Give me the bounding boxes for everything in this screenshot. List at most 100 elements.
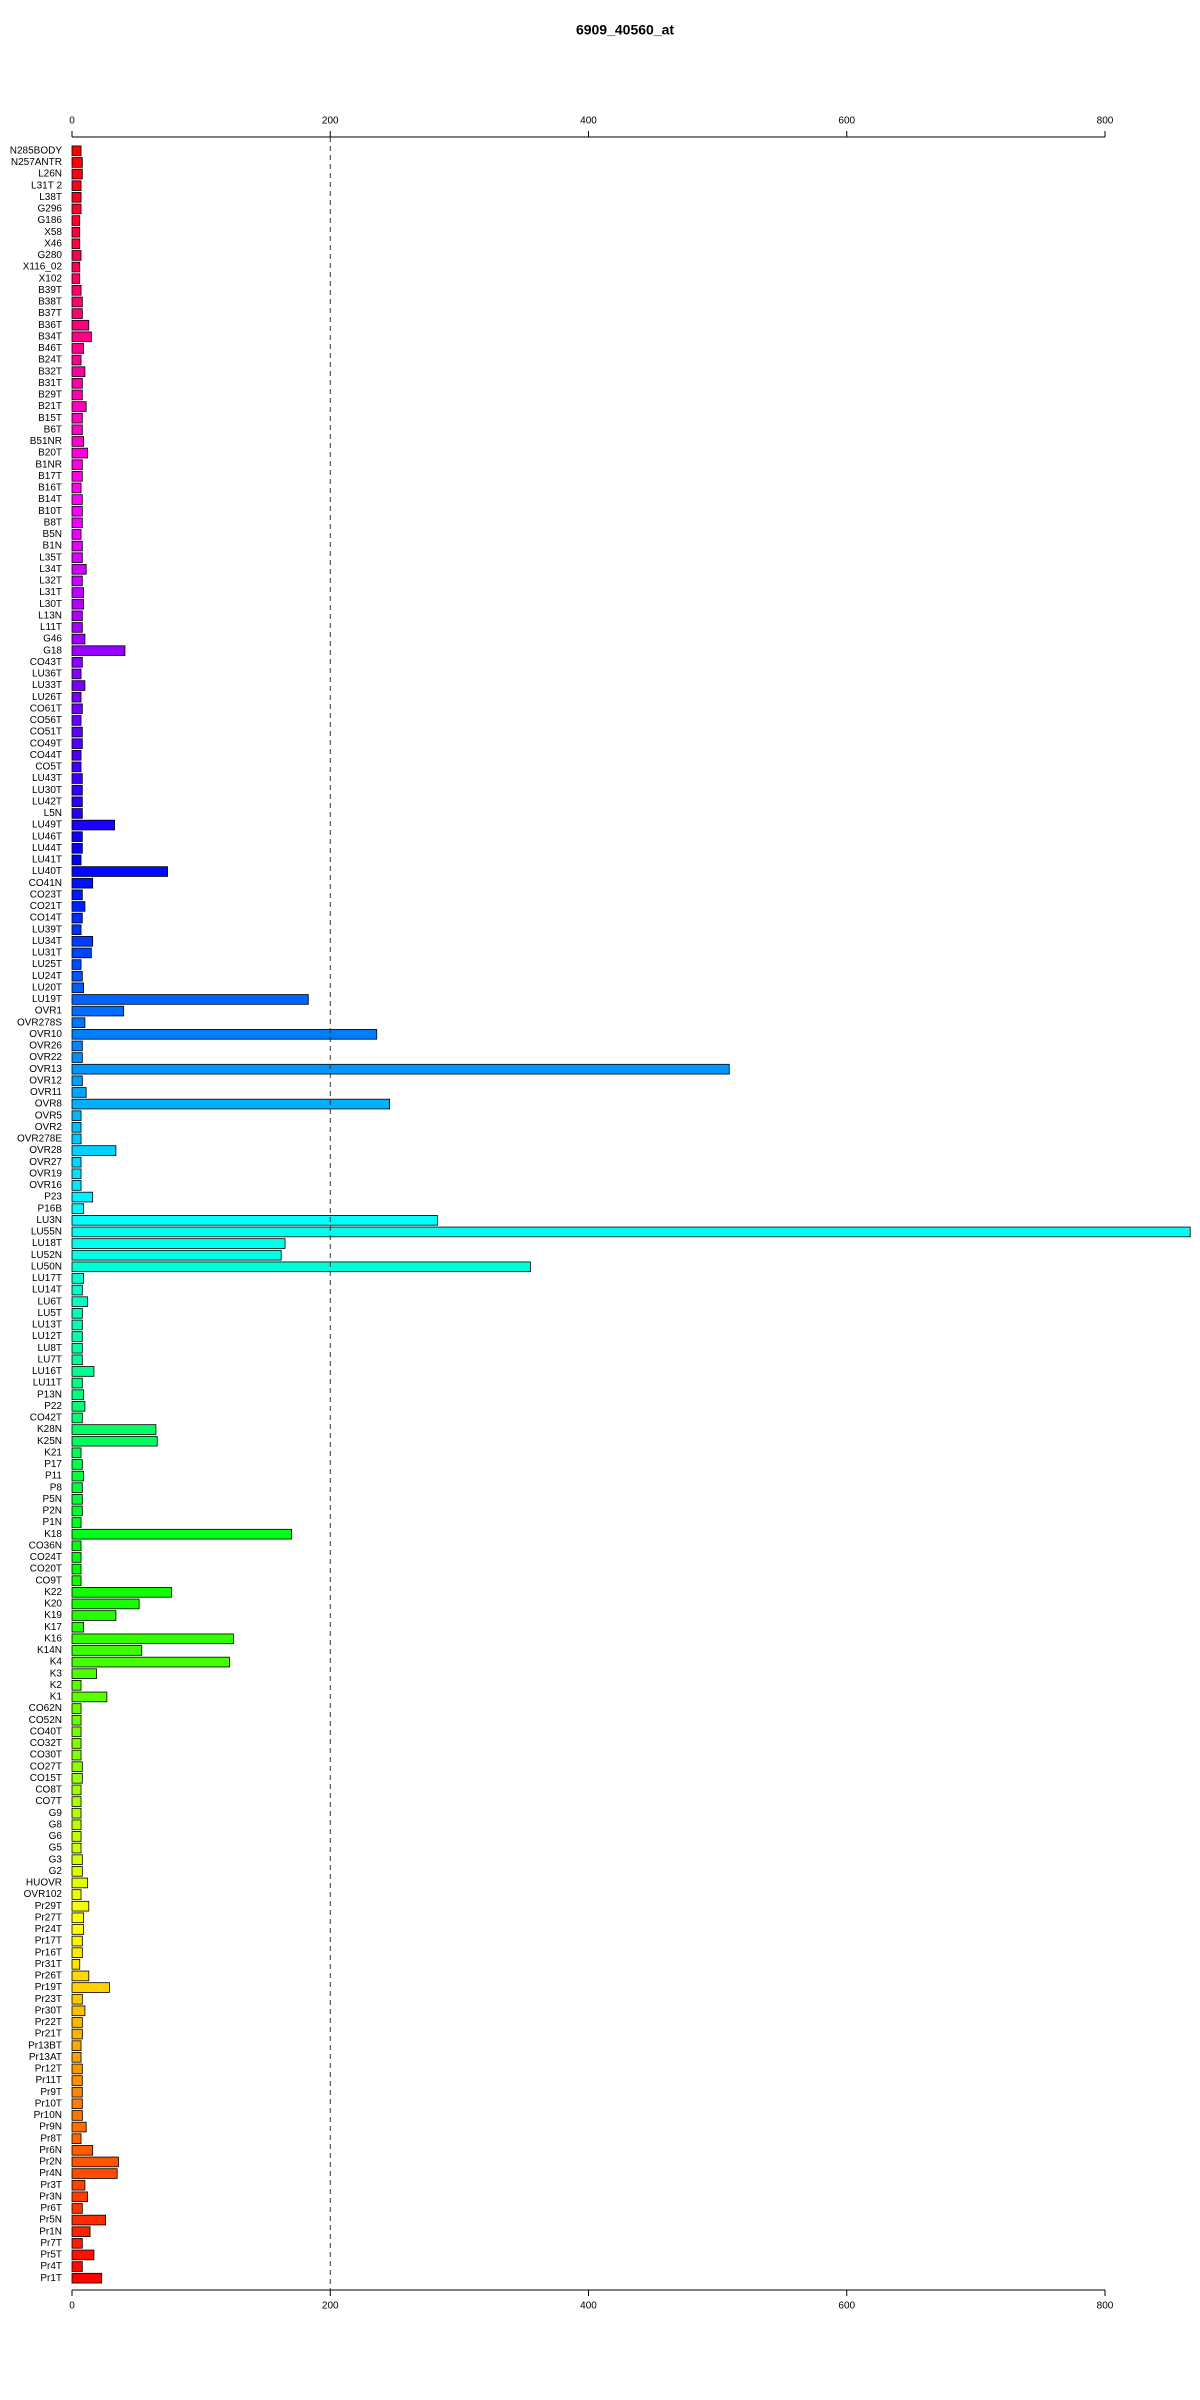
bar xyxy=(71,1215,438,1226)
bar xyxy=(71,517,83,529)
y-tick-label: Pr3N xyxy=(39,2191,62,2202)
bar xyxy=(71,1691,108,1703)
bar xyxy=(71,412,83,424)
bar xyxy=(71,273,81,284)
bar xyxy=(71,610,83,622)
bar xyxy=(71,529,82,540)
y-tick-label: K22 xyxy=(44,1587,62,1598)
y-tick-label: B15T xyxy=(38,413,62,424)
bar xyxy=(71,285,82,296)
y-tick-label: B10T xyxy=(38,506,62,517)
y-tick-label: L31T 2 xyxy=(31,180,62,191)
bar xyxy=(71,1993,83,2005)
bar xyxy=(71,575,83,587)
y-tick-label: B8T xyxy=(44,517,62,528)
y-tick-label: X58 xyxy=(44,227,62,238)
bar xyxy=(71,1656,230,1668)
bar xyxy=(71,1401,86,1412)
x-tick-label: 0 xyxy=(69,2301,75,2312)
bar xyxy=(71,2110,83,2121)
bar xyxy=(71,389,83,401)
bar xyxy=(71,1261,531,1273)
y-tick-label: OVR19 xyxy=(29,1168,62,1179)
bar xyxy=(71,2028,83,2040)
bar xyxy=(71,1633,234,1645)
bar xyxy=(71,1424,157,1435)
bar xyxy=(71,854,82,866)
y-tick-label: Pr29T xyxy=(35,1901,62,1912)
bar xyxy=(71,680,86,691)
y-tick-label: LU26T xyxy=(32,692,62,703)
y-tick-label: P1N xyxy=(43,1517,62,1528)
y-tick-label: CO5T xyxy=(35,762,62,773)
bar xyxy=(71,1552,82,1563)
x-tick-label: 600 xyxy=(838,116,855,127)
bar xyxy=(71,994,309,1005)
y-tick-label: B16T xyxy=(38,483,62,494)
bar xyxy=(71,1284,83,1296)
y-tick-label: L32T xyxy=(39,576,62,587)
y-tick-label: L26N xyxy=(38,169,62,180)
y-tick-label: LU17T xyxy=(32,1273,62,1284)
bar xyxy=(71,436,85,447)
y-tick-label: OVR27 xyxy=(29,1157,62,1168)
bar xyxy=(71,1029,378,1040)
y-tick-label: LU13T xyxy=(32,1320,62,1331)
y-tick-label: CO61T xyxy=(30,703,62,714)
bar xyxy=(71,2214,106,2226)
bar xyxy=(71,2005,86,2017)
y-tick-label: LU41T xyxy=(32,855,62,866)
y-tick-label: B5N xyxy=(43,529,62,540)
bar xyxy=(71,401,87,412)
y-tick-label: G280 xyxy=(38,250,63,261)
bar xyxy=(71,1459,83,1470)
bar xyxy=(71,203,82,215)
bar xyxy=(71,1110,82,1121)
y-tick-label: G8 xyxy=(49,1819,63,1830)
y-tick-label: Pr10N xyxy=(34,2110,62,2121)
y-tick-label: B14T xyxy=(38,494,62,505)
y-tick-label: Pr8T xyxy=(40,2133,62,2144)
y-tick-label: Pr2N xyxy=(39,2157,62,2168)
bar xyxy=(71,1168,82,1180)
y-tick-label: LU34T xyxy=(32,936,62,947)
y-tick-label: OVR1 xyxy=(35,1006,63,1017)
bar xyxy=(71,1924,85,1935)
y-tick-label: LU42T xyxy=(32,796,62,807)
y-tick-label: CO42T xyxy=(30,1413,62,1424)
bar xyxy=(71,2191,88,2203)
y-tick-label: CO52N xyxy=(29,1715,62,1726)
y-tick-label: CO41N xyxy=(29,878,62,889)
x-tick-label: 200 xyxy=(322,116,339,127)
bar xyxy=(71,2052,82,2063)
bar xyxy=(71,2261,83,2272)
y-tick-label: OVR28 xyxy=(29,1145,62,1156)
y-tick-label: Pr13AT xyxy=(29,2052,62,2063)
y-tick-label: LU16T xyxy=(32,1366,62,1377)
bar xyxy=(71,959,82,970)
bar xyxy=(71,168,83,180)
y-tick-label: L13N xyxy=(38,610,62,621)
y-tick-label: L38T xyxy=(39,192,62,203)
bar xyxy=(71,843,83,854)
bar xyxy=(71,215,81,226)
y-tick-label: Pr23T xyxy=(35,1994,62,2005)
bar xyxy=(71,1784,82,1796)
bar xyxy=(71,1505,83,1517)
bar xyxy=(71,912,83,924)
bar xyxy=(71,1435,158,1447)
y-tick-label: B21T xyxy=(38,401,62,412)
y-tick-label: LU20T xyxy=(32,982,62,993)
y-tick-label: LU19T xyxy=(32,994,62,1005)
y-tick-label: LU12T xyxy=(32,1331,62,1342)
y-tick-label: K4 xyxy=(50,1657,63,1668)
bar xyxy=(71,1703,82,1714)
bar xyxy=(71,761,82,773)
bar xyxy=(71,645,126,656)
y-tick-label: Pr12T xyxy=(35,2064,62,2075)
bar xyxy=(71,1680,82,1691)
y-tick-label: CO56T xyxy=(30,715,62,726)
bar xyxy=(71,1668,97,1679)
bar xyxy=(71,319,90,331)
bar xyxy=(71,1191,94,1203)
